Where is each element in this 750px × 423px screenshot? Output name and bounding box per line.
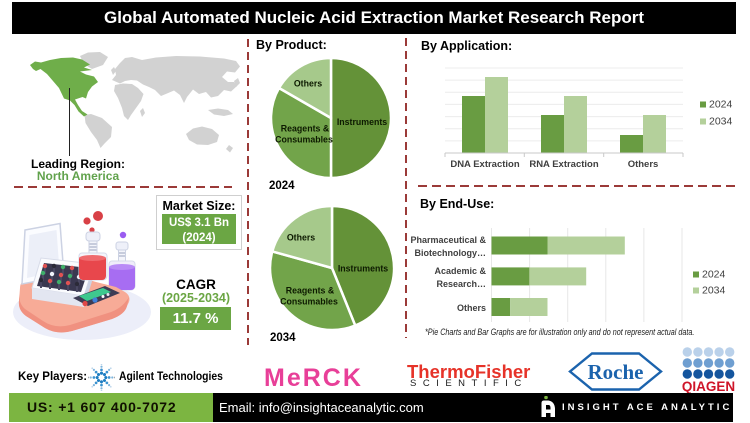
svg-text:Academic &: Academic & [434, 266, 486, 276]
svg-text:2034: 2034 [702, 285, 726, 297]
svg-text:Biotechnology…: Biotechnology… [415, 248, 487, 258]
svg-text:Consumables: Consumables [280, 297, 338, 307]
svg-text:QIAGEN: QIAGEN [682, 379, 735, 394]
svg-text:Others: Others [628, 159, 659, 170]
svg-text:Roche: Roche [588, 360, 644, 384]
svg-text:2024: 2024 [702, 269, 726, 281]
svg-text:Research…: Research… [436, 279, 486, 289]
svg-text:Instruments: Instruments [338, 264, 388, 274]
svg-text:Others: Others [287, 233, 315, 243]
svg-text:Instruments: Instruments [337, 117, 387, 127]
svg-text:Pharmaceutical &: Pharmaceutical & [410, 235, 486, 245]
svg-text:Consumables: Consumables [275, 135, 333, 145]
svg-text:Reagents &: Reagents & [281, 124, 330, 134]
svg-text:Others: Others [294, 79, 322, 89]
svg-text:DNA Extraction: DNA Extraction [450, 159, 520, 170]
svg-text:2034: 2034 [709, 116, 733, 128]
svg-text:Others: Others [457, 303, 486, 313]
svg-text:RNA Extraction: RNA Extraction [529, 159, 599, 170]
svg-text:Reagents &: Reagents & [286, 286, 335, 296]
svg-text:2024: 2024 [709, 99, 733, 111]
